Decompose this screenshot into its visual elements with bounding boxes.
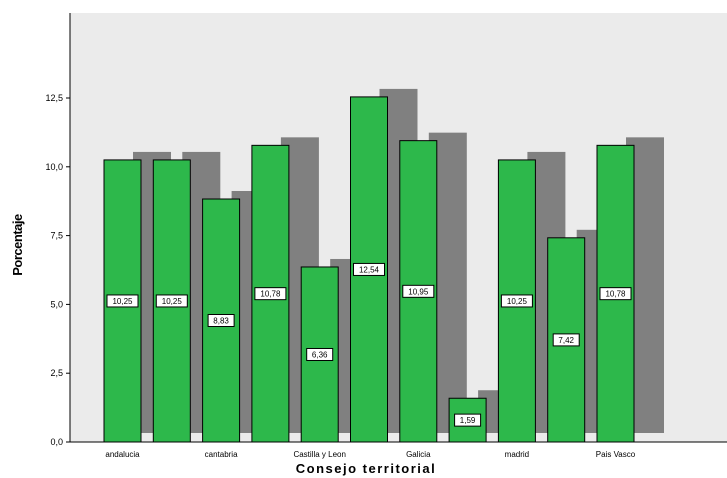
y-tick-label: 5,0 [50,299,63,309]
y-tick-label: 0,0 [50,437,63,447]
data-label: 10,25 [500,294,533,308]
data-label-box [552,333,580,347]
data-label-box [207,313,235,327]
data-label: 10,78 [599,287,632,301]
data-label: 10,95 [402,284,435,298]
x-tick-label: Castilla y Leon [293,450,345,459]
data-label: 12,54 [353,262,385,276]
data-label: 8,83 [207,313,235,327]
y-axis-title: Porcentaje [10,214,25,276]
data-label-text: 10,25 [112,297,133,306]
data-label-text: 12,54 [359,265,380,274]
y-tick-label: 12,5 [45,93,63,103]
y-tick-label: 10,0 [45,162,63,172]
x-tick-label: Pais Vasco [596,450,636,459]
data-label-text: 10,25 [162,297,183,306]
data-label: 1,59 [454,413,482,427]
data-label: 6,36 [306,347,334,361]
data-labels: 10,25 10,25 8,83 10,78 6,36 12,54 10,95 1,59 10,… [106,262,632,427]
x-tick-label: cantabria [205,450,238,459]
data-label: 10,78 [254,287,287,301]
y-ticks: 0,0 2,5 5,0 7,5 10,0 12,5 [45,93,70,447]
data-label-box [106,294,139,308]
data-label-text: 10,78 [260,290,281,299]
data-label: 10,25 [106,294,139,308]
y-tick-label: 2,5 [50,368,63,378]
data-label-box [454,413,482,427]
data-label-text: 1,59 [460,416,476,425]
x-tick-label: Galicia [406,450,431,459]
x-tick-label: andalucia [105,450,140,459]
data-label-text: 10,25 [507,297,528,306]
data-label-text: 6,36 [312,350,328,359]
data-label: 7,42 [552,333,580,347]
data-label-box [254,287,287,301]
data-label: 10,25 [155,294,188,308]
data-label-text: 10,78 [605,290,626,299]
x-axis-title: Consejo territorial [296,461,436,476]
data-label-box [599,287,632,301]
data-label-box [155,294,188,308]
data-label-text: 10,95 [408,287,429,296]
data-label-text: 7,42 [558,336,574,345]
data-label-box [353,262,385,276]
data-label-box [306,347,334,361]
x-tick-label: madrid [505,450,529,459]
data-label-box [402,284,435,298]
x-ticks: andalucia cantabria Castilla y Leon Galicia… [105,450,635,459]
data-label-box [500,294,533,308]
y-tick-label: 7,5 [50,231,63,241]
data-label-text: 8,83 [213,316,229,325]
